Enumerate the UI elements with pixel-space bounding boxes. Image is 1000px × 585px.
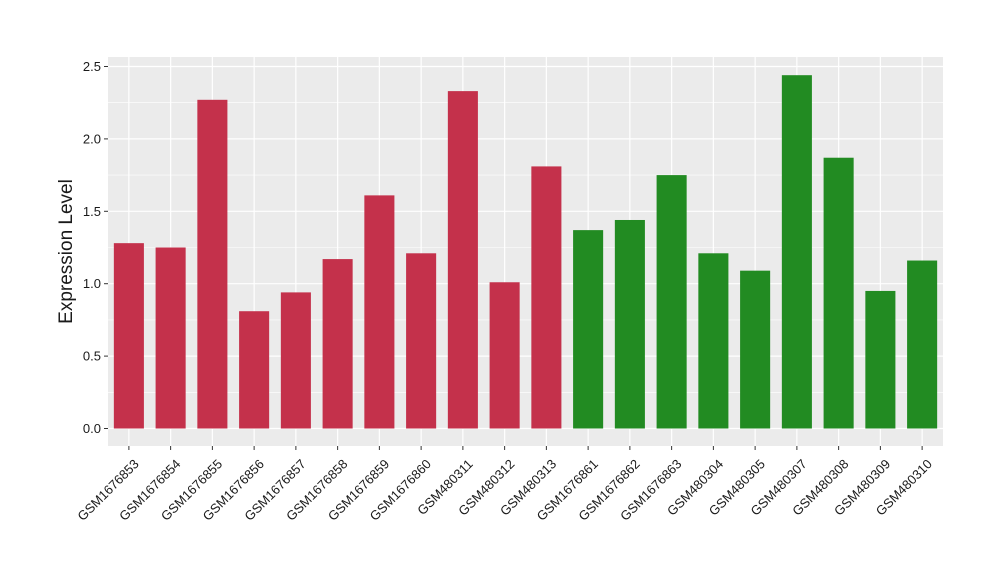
bar-gsm480309: [865, 291, 895, 429]
y-axis: 0.0 0.5 1.0 1.5 2.0 2.5: [83, 59, 108, 436]
bar-gsm480305: [740, 271, 770, 429]
y-axis-title: Expression Level: [56, 179, 77, 324]
y-tick-label: 0.5: [83, 349, 101, 364]
y-tick-label: 2.0: [83, 131, 101, 146]
bar-gsm1676856: [239, 311, 269, 428]
bar-gsm480311: [448, 91, 478, 428]
y-tick-label: 1.5: [83, 204, 101, 219]
y-tick-label: 1.0: [83, 276, 101, 291]
bar-gsm480304: [698, 253, 728, 428]
bar-gsm1676858: [323, 259, 353, 428]
bar-gsm480312: [490, 282, 520, 428]
bar-gsm1676861: [573, 230, 603, 428]
x-axis: GSM1676853GSM1676854GSM1676855GSM1676856…: [74, 446, 935, 524]
bar-gsm480313: [531, 166, 561, 428]
bar-gsm1676859: [364, 195, 394, 428]
bar-gsm1676854: [156, 248, 186, 429]
bar-gsm1676860: [406, 253, 436, 428]
bar-gsm1676855: [197, 100, 227, 429]
y-tick-label: 2.5: [83, 59, 101, 74]
bar-gsm1676853: [114, 243, 144, 428]
bar-gsm1676863: [657, 175, 687, 428]
plot-panel: [108, 57, 943, 446]
bar-gsm1676862: [615, 220, 645, 429]
bar-gsm480307: [782, 75, 812, 428]
y-tick-label: 0.0: [83, 421, 101, 436]
bar-gsm1676857: [281, 292, 311, 428]
bar-gsm480310: [907, 261, 937, 429]
bar-gsm480308: [824, 158, 854, 429]
